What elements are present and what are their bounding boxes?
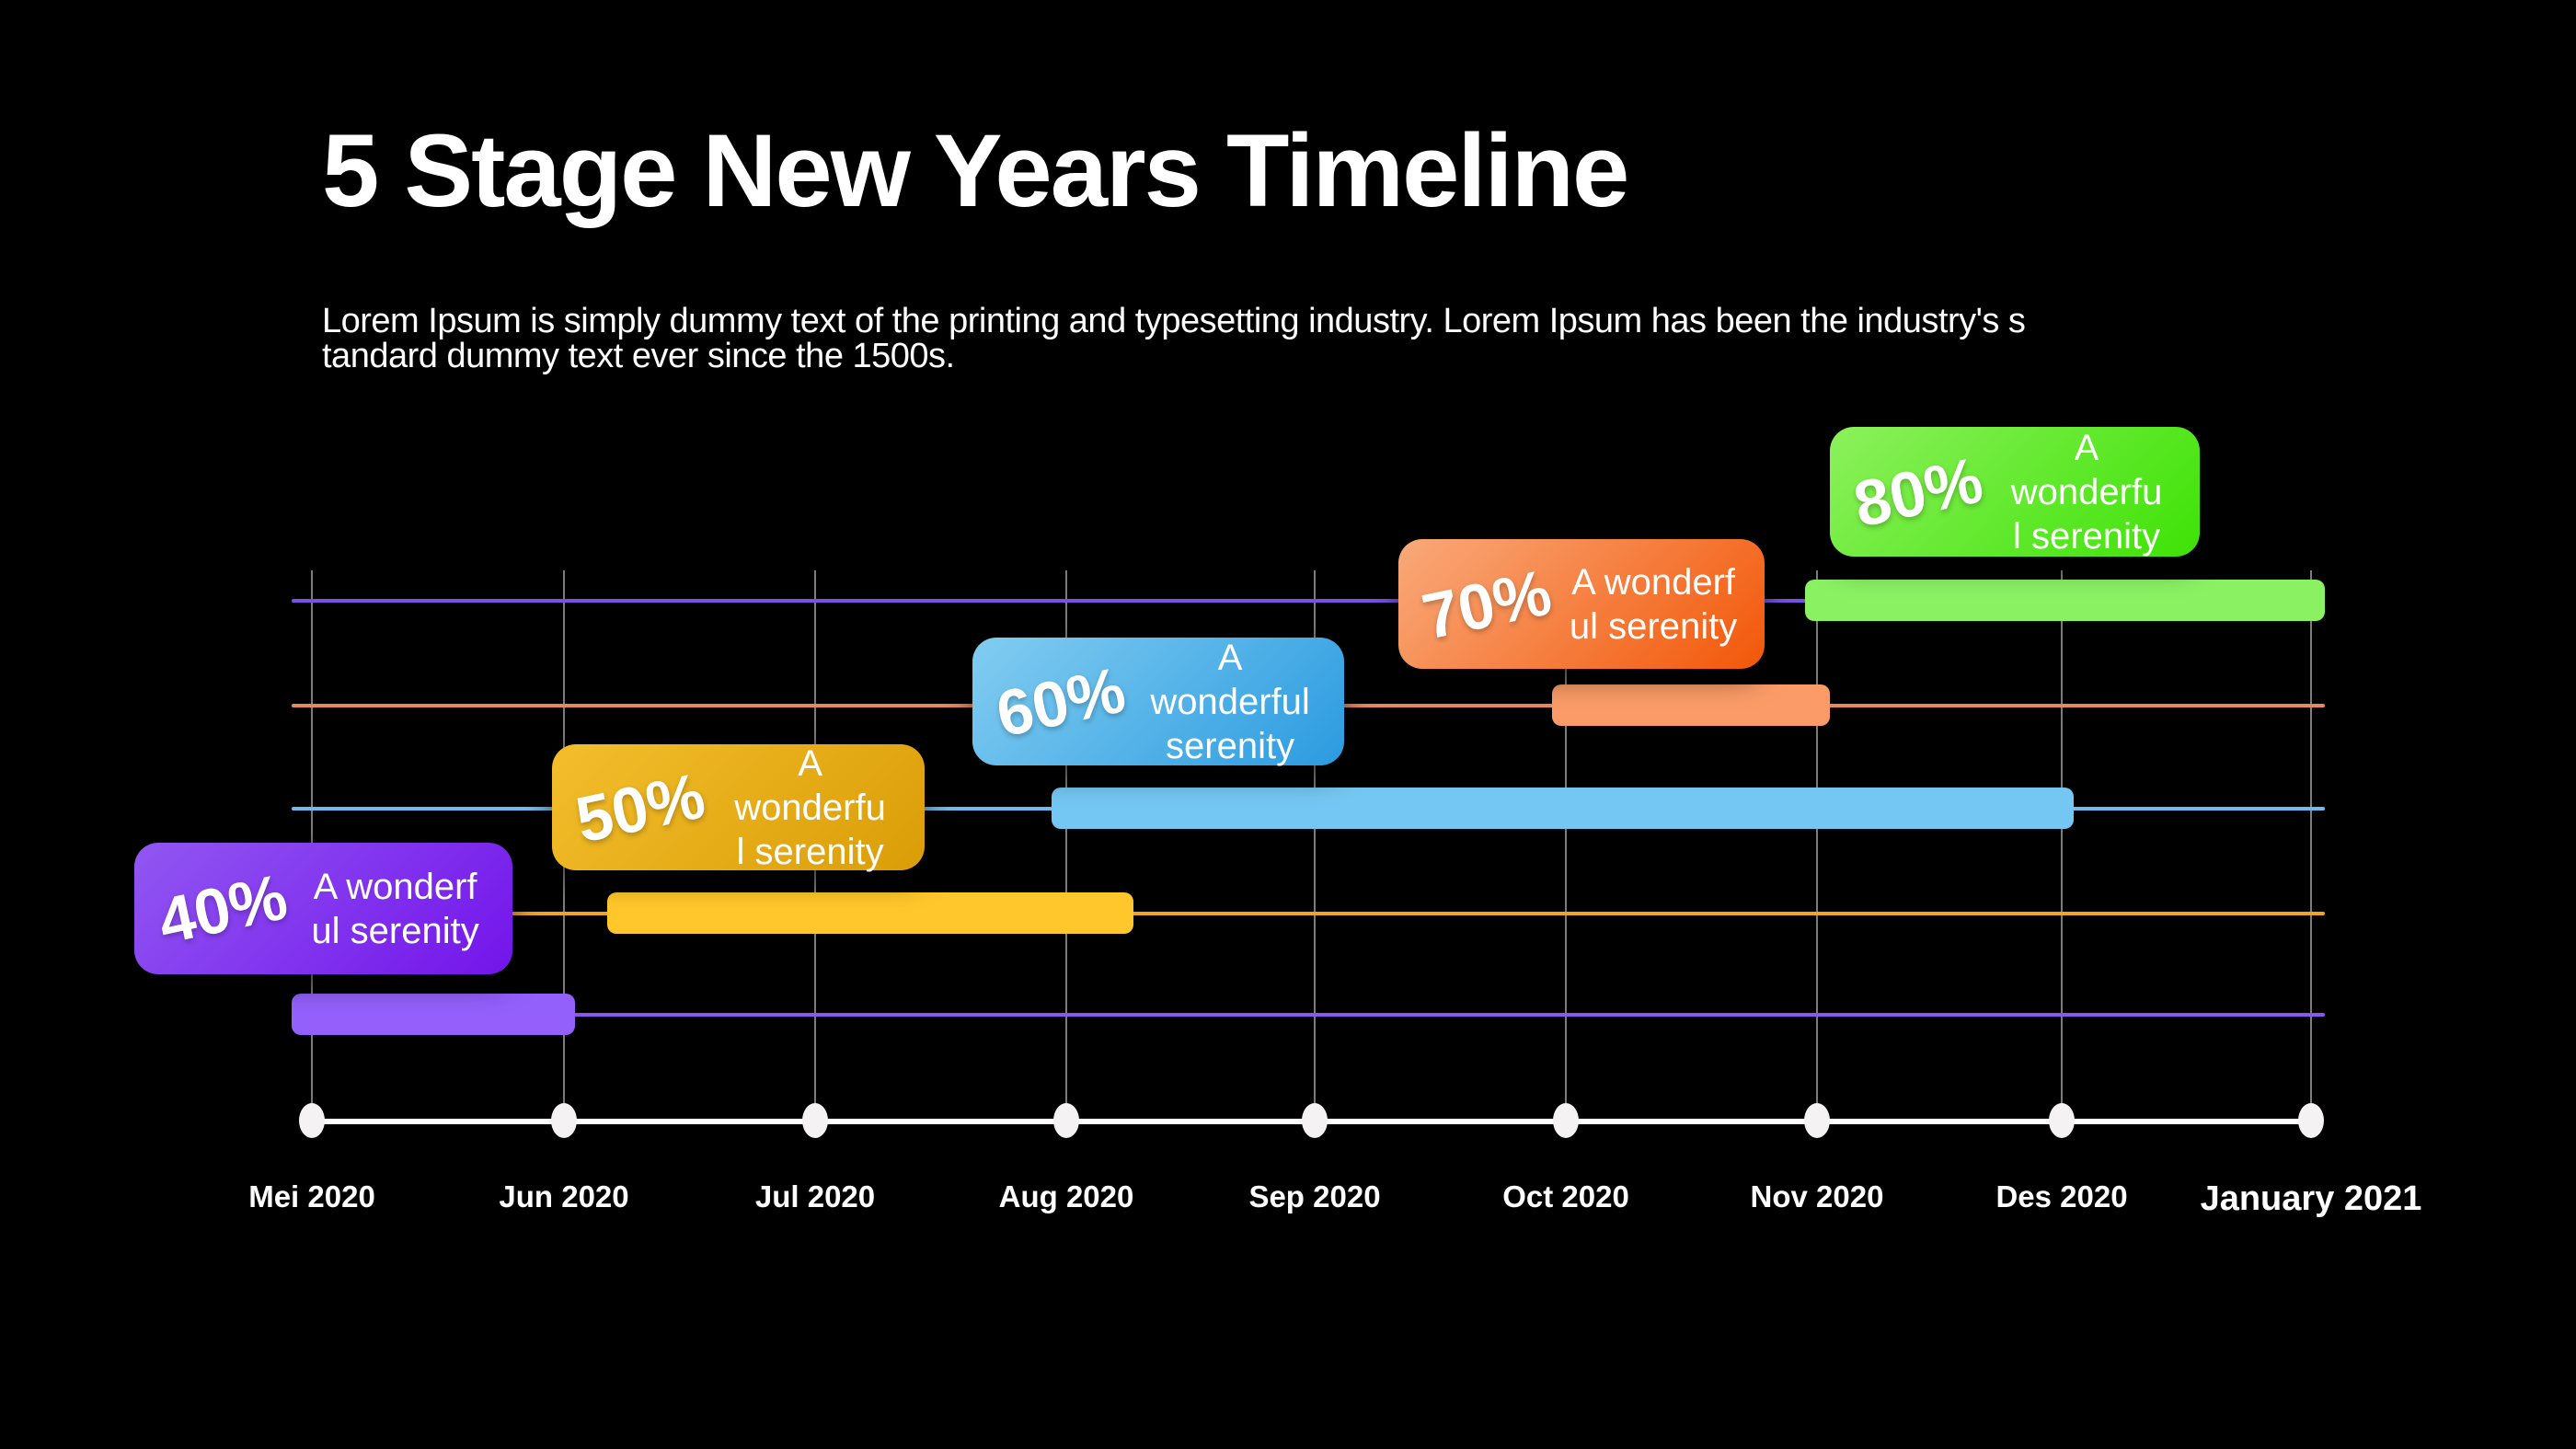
- gridline-jan: [2310, 570, 2312, 1121]
- stage-card-70: 70% A wonderf ul serenity: [1398, 539, 1765, 669]
- stage-percent-label: 80%: [1847, 443, 1989, 541]
- gridline-nov: [1816, 570, 1818, 1121]
- page-title: 5 Stage New Years Timeline: [322, 113, 1629, 228]
- month-label-jul: Jul 2020: [754, 1179, 876, 1213]
- month-label-jan: January 2021: [2200, 1179, 2422, 1218]
- stage-description-line-2: ul serenity: [1569, 605, 1738, 647]
- timeline-dot-jul: [802, 1103, 828, 1138]
- stage-description-line-2: l serenity: [736, 831, 884, 872]
- timeline-dot-jun: [551, 1103, 577, 1138]
- page-subtitle: Lorem Ipsum is simply dummy text of the …: [322, 302, 2026, 375]
- row-line-stage-2: [292, 912, 2325, 915]
- gridline-des: [2061, 570, 2063, 1121]
- stage-card-40: 40% A wonderf ul serenity: [134, 843, 512, 974]
- row-line-stage-1: [292, 1013, 2325, 1017]
- month-label-des: Des 2020: [1995, 1179, 2128, 1213]
- timeline-bar-40: [292, 994, 575, 1035]
- month-label-aug: Aug 2020: [998, 1179, 1134, 1213]
- subtitle-line-1: Lorem Ipsum is simply dummy text of the …: [322, 302, 2026, 340]
- stage-description-line-1: A wonderfu: [2010, 427, 2163, 512]
- timeline-dot-jan: [2298, 1103, 2324, 1138]
- stage-card-50: 50% A wonderfu l serenity: [552, 743, 925, 872]
- stage-percent-label: 70%: [1416, 555, 1558, 653]
- stage-card-60: 60% A wonderful serenity: [972, 636, 1344, 768]
- month-label-nov: Nov 2020: [1750, 1179, 1884, 1213]
- stage-description-line-1: A wonderful: [1150, 637, 1310, 722]
- month-label-okt: Oct 2020: [1502, 1179, 1629, 1213]
- timeline-dot-des: [2049, 1103, 2075, 1138]
- timeline-bar-60: [1052, 788, 2074, 829]
- gridline-okt: [1565, 570, 1567, 1121]
- month-label-mei: Mei 2020: [248, 1179, 375, 1213]
- gridline-aug: [1065, 570, 1067, 1121]
- timeline-bar-80: [1805, 580, 2325, 621]
- subtitle-line-2: tandard dummy text ever since the 1500s.: [322, 337, 955, 375]
- gridline-sep: [1314, 570, 1316, 1121]
- row-line-stage-5: [292, 599, 2325, 603]
- stage-percent-label: 40%: [152, 859, 293, 958]
- stage-description: A wonderful serenity: [1140, 636, 1320, 768]
- stage-description-line-1: A wonderf: [1571, 561, 1735, 603]
- timeline-dot-okt: [1553, 1103, 1579, 1138]
- stage-description-line-1: A wonderf: [313, 866, 477, 907]
- stage-percent-label: 50%: [569, 758, 711, 857]
- stage-description-line-2: l serenity: [2013, 515, 2161, 557]
- stage-description-line-1: A wonderfu: [734, 742, 886, 828]
- stage-percent-label: 60%: [990, 652, 1132, 751]
- month-label-sep: Sep 2020: [1248, 1179, 1381, 1213]
- stage-card-80: 80% A wonderfu l serenity: [1830, 427, 2200, 557]
- stage-description-line-2: ul serenity: [311, 910, 479, 951]
- timeline-bar-50: [607, 892, 1133, 934]
- month-label-jun: Jun 2020: [499, 1179, 629, 1213]
- stage-description-line-2: serenity: [1166, 725, 1295, 766]
- timeline-dot-nov: [1804, 1103, 1830, 1138]
- timeline-dot-aug: [1053, 1103, 1079, 1138]
- timeline-bar-70: [1552, 684, 1830, 726]
- timeline-dot-sep: [1302, 1103, 1328, 1138]
- timeline-dot-mei: [299, 1103, 325, 1138]
